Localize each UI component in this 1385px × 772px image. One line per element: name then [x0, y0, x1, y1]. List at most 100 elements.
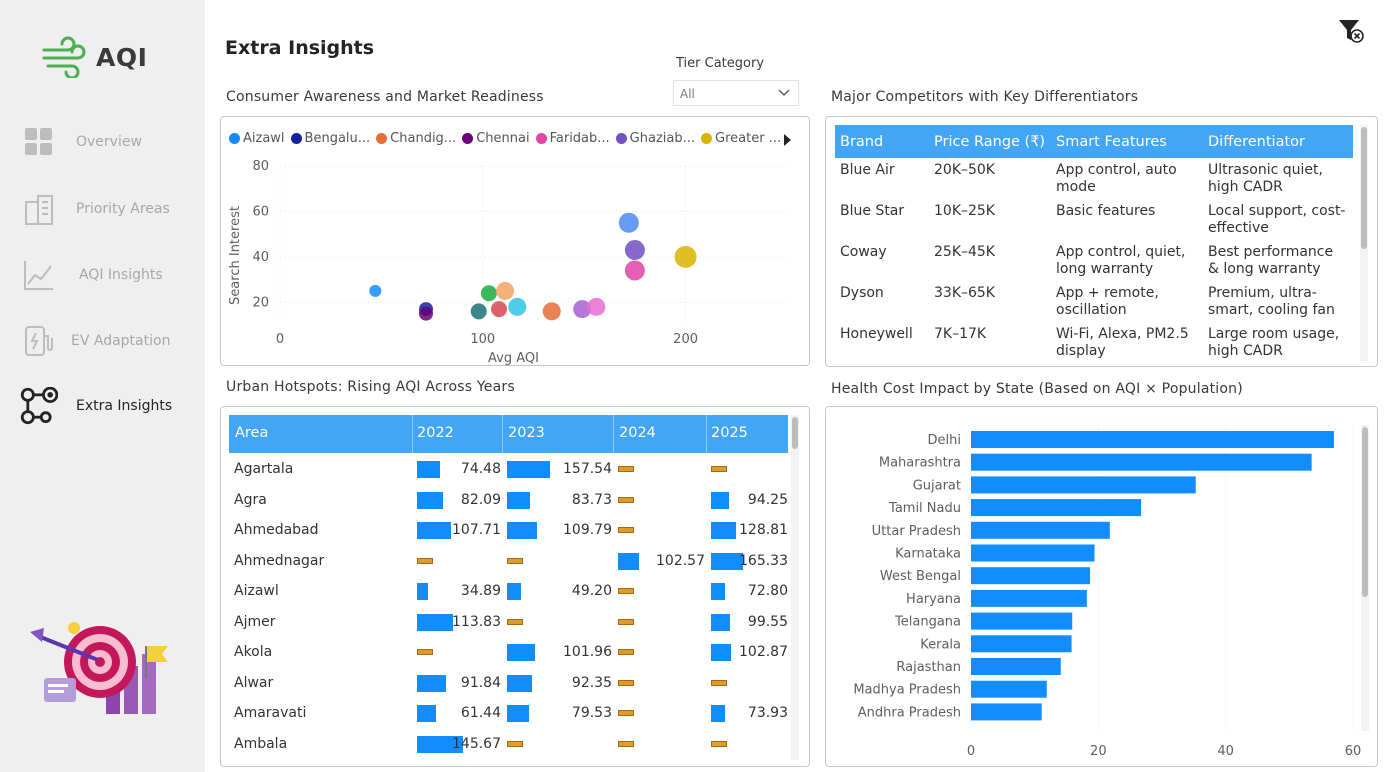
scatter-chart: 20 40 60 80 0 100 200 Avg AQI Search Interest — [228, 159, 787, 365]
table-row[interactable]: Aizawl 34.89 49.20 72.80 — [229, 576, 788, 606]
data-bar — [507, 491, 531, 509]
table-row[interactable]: Ahmedabad 107.71 109.79 128.81 — [229, 515, 788, 545]
hotspots-scrollbar[interactable] — [792, 417, 798, 449]
column-header-smart-features[interactable]: Smart Features — [1051, 125, 1203, 158]
nav-item-overview[interactable]: Overview — [0, 120, 205, 164]
nav-item-extra-insights[interactable]: Extra Insights — [0, 384, 205, 428]
table-cell — [618, 576, 705, 606]
column-header-brand[interactable]: Brand — [835, 125, 929, 158]
column-header-2023[interactable]: 2023 — [508, 425, 545, 441]
empty-value-marker — [417, 557, 433, 564]
hotspots-scroll-track[interactable] — [791, 415, 799, 760]
x-tick-label: 100 — [470, 332, 495, 347]
legend-item[interactable]: Aizawl — [229, 131, 285, 146]
scatter-point — [369, 284, 382, 297]
table-row[interactable]: Ambala 145.67 — [229, 729, 788, 759]
category-label: Karnataka — [895, 547, 961, 562]
competitors-title: Major Competitors with Key Differentiato… — [831, 89, 1139, 105]
nav-item-priority-areas[interactable]: Priority Areas — [0, 187, 205, 231]
column-header-2022[interactable]: 2022 — [417, 425, 454, 441]
nav-item-ev-adaptation[interactable]: EV Adaptation — [0, 319, 205, 363]
table-row[interactable]: Blue Star 10K–25K Basic features Local s… — [835, 199, 1353, 240]
legend-item[interactable]: Bengalu... — [290, 131, 370, 146]
table-cell: App control, auto mode — [1056, 162, 1177, 195]
scatter-point — [470, 303, 487, 320]
table-cell — [507, 729, 612, 759]
table-row[interactable]: Akola 101.96 102.87 — [229, 637, 788, 667]
legend-item[interactable]: Chennai — [462, 131, 530, 146]
table-cell: Premium, ultra-smart, cooling fan — [1208, 285, 1335, 318]
table-row[interactable]: Honeywell 7K–17K Wi-Fi, Alexa, PM2.5 dis… — [835, 322, 1353, 363]
table-cell: 102.87 — [711, 637, 788, 667]
hotspots-header-row: Area 2022 2023 2024 2025 — [229, 415, 788, 453]
table-row[interactable]: Amaravati 61.44 79.53 73.93 — [229, 698, 788, 728]
category-label: Uttar Pradesh — [872, 524, 961, 539]
table-cell: 74.48 — [417, 454, 501, 484]
column-header-2024[interactable]: 2024 — [619, 425, 656, 441]
data-bar — [507, 522, 538, 539]
scatter-point — [480, 285, 497, 302]
table-row[interactable]: Alwar 91.84 92.35 — [229, 668, 788, 698]
table-cell: Basic features — [1056, 203, 1156, 219]
wind-icon — [42, 36, 86, 78]
logo: AQI — [42, 36, 147, 78]
category-label: Madhya Pradesh — [853, 683, 961, 698]
logo-text: AQI — [96, 42, 148, 72]
cell-value: 99.55 — [747, 613, 788, 630]
legend-item[interactable]: Greater ... — [701, 131, 781, 146]
data-bar — [417, 735, 463, 753]
category-label: Tamil Nadu — [888, 501, 961, 516]
table-cell: Honeywell — [840, 326, 913, 342]
table-cell: 113.83 — [417, 607, 501, 637]
table-cell: 10K–25K — [934, 203, 995, 219]
cell-value: 91.84 — [460, 674, 501, 691]
cell-value: 94.25 — [747, 491, 788, 508]
table-row[interactable]: Coway 25K–45K App control, quiet, long w… — [835, 240, 1353, 281]
bar — [971, 567, 1091, 585]
competitors-scrollbar[interactable] — [1361, 127, 1367, 249]
legend-item[interactable]: Faridab... — [535, 131, 610, 146]
column-header-area[interactable]: Area — [235, 425, 269, 441]
clear-filter-icon[interactable] — [1337, 18, 1367, 46]
empty-value-marker — [618, 740, 634, 747]
table-row[interactable]: Agra 82.09 83.73 94.25 — [229, 485, 788, 515]
nav-label-overview: Overview — [76, 134, 142, 150]
legend-item[interactable]: Chandig... — [376, 131, 456, 146]
table-cell: 109.79 — [507, 515, 612, 545]
legend-item[interactable]: Ghaziab... — [615, 131, 696, 146]
table-cell: Blue Star — [840, 203, 905, 219]
cell-value: 72.80 — [747, 583, 788, 599]
table-row[interactable]: Dyson 33K–65K App + remote, oscillation … — [835, 281, 1353, 322]
column-header-2025[interactable]: 2025 — [711, 425, 748, 441]
column-header-price-range[interactable]: Price Range (₹) — [929, 125, 1051, 158]
table-cell: Dyson — [840, 285, 884, 301]
table-row[interactable]: Blue Air 20K–50K App control, auto mode … — [835, 158, 1353, 199]
table-row[interactable]: Agartala 74.48 157.54 — [229, 454, 788, 484]
legend-label: Ghaziab... — [629, 131, 696, 146]
category-label: Andhra Pradesh — [858, 705, 961, 720]
data-bar — [711, 705, 726, 722]
data-bar — [618, 552, 640, 570]
column-header-differentiator[interactable]: Differentiator — [1203, 125, 1353, 158]
category-label: Telangana — [894, 615, 961, 630]
scatter-point — [624, 240, 645, 261]
cell-value: 145.67 — [452, 735, 501, 752]
y-axis-label: Search Interest — [228, 206, 243, 305]
scatter-point — [542, 302, 561, 321]
table-row[interactable]: Ahmednagar 102.57 165.33 — [229, 546, 788, 576]
table-cell: 82.09 — [417, 485, 501, 515]
x-tick-label: 20 — [1090, 744, 1107, 759]
legend-next-arrow-icon[interactable] — [784, 134, 791, 146]
table-row[interactable]: Ajmer 113.83 99.55 — [229, 607, 788, 637]
data-bar — [711, 491, 730, 509]
bar — [971, 589, 1087, 607]
data-bar — [711, 644, 731, 661]
table-cell — [507, 607, 612, 637]
category-label: West Bengal — [880, 569, 961, 584]
health-scrollbar[interactable] — [1362, 427, 1368, 597]
table-cell — [507, 546, 612, 576]
tier-category-dropdown[interactable]: All — [673, 80, 799, 106]
nav-item-aqi-insights[interactable]: AQI Insights — [0, 253, 205, 297]
cell-value: 157.54 — [563, 461, 612, 477]
legend-dot — [462, 133, 474, 144]
